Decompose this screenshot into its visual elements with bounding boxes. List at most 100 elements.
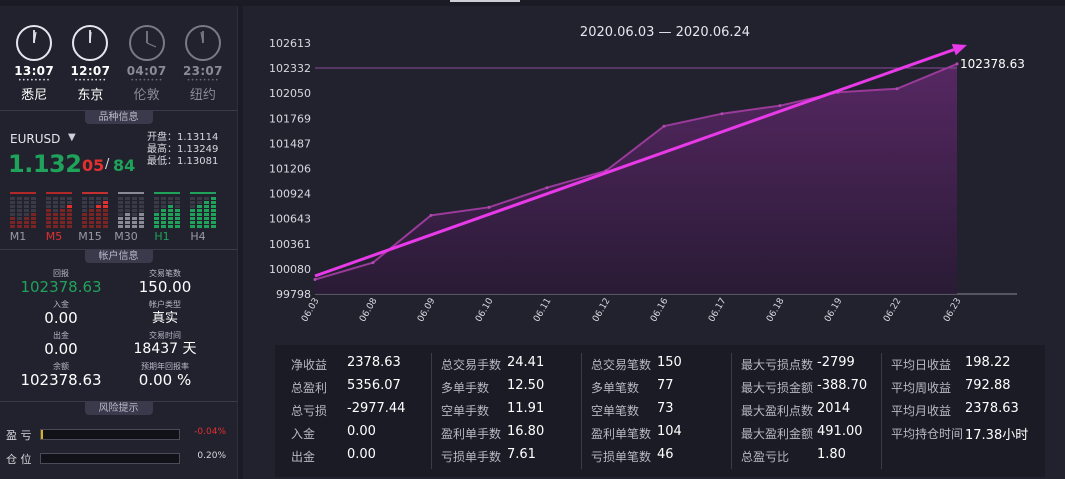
stat-label: 盈利单笔数 <box>591 427 652 441</box>
signal-segment <box>67 209 72 212</box>
tab-m1[interactable]: M1 <box>9 230 27 243</box>
stat-label: 总交易笔数 <box>591 358 652 372</box>
y-tick-label: 100080 <box>269 263 311 276</box>
signal-segment <box>53 201 58 204</box>
signal-segment <box>96 209 101 212</box>
signal-segment <box>125 209 130 212</box>
stat-label: 最大盈利金额 <box>741 427 814 441</box>
stat-value: 11.91 <box>507 401 545 416</box>
balance-value: 102378.63 <box>20 371 102 389</box>
signal-segment <box>60 217 65 220</box>
chevron-down-icon[interactable]: ▼ <box>68 132 76 143</box>
signal-segment <box>161 213 166 216</box>
signal-segment <box>161 209 166 212</box>
tab-h4[interactable]: H4 <box>190 230 206 243</box>
signal-segment <box>125 217 130 220</box>
x-tick-label: 06.22 <box>882 297 904 324</box>
signal-segment <box>132 209 137 212</box>
signal-segment <box>10 201 15 204</box>
risk-panel: 盈 亏 -0.04% 仓 位 0.20% <box>0 415 237 475</box>
section-title-symbol: 品种信息 <box>0 110 237 124</box>
signal-segment <box>31 209 36 212</box>
signal-segment <box>168 217 173 220</box>
signal-segment <box>168 197 173 200</box>
stat-value: 150 <box>657 355 682 370</box>
signal-segment <box>211 217 216 220</box>
account-trade-time: 交易时间 18437 天 <box>118 331 212 358</box>
signal-segment <box>154 201 159 204</box>
stat-value: 491.00 <box>817 424 863 439</box>
signal-segment <box>132 217 137 220</box>
signal-segment <box>168 205 173 208</box>
annual-value: 0.00 % <box>138 371 192 389</box>
signal-segment <box>175 201 180 204</box>
stat-value: 5356.07 <box>347 378 401 393</box>
stat-label: 多单手数 <box>441 381 490 395</box>
signal-segment <box>118 217 123 220</box>
signal-segment <box>96 225 101 228</box>
signal-segment <box>211 225 216 228</box>
clock-time: 12:07 <box>70 64 111 78</box>
signal-segment <box>31 205 36 208</box>
signal-segment <box>190 205 195 208</box>
tab-h1[interactable]: H1 <box>154 230 170 243</box>
clock-dots: •••••••• <box>186 77 220 84</box>
signal-segment <box>204 205 209 208</box>
y-tick-label: 102332 <box>269 62 311 75</box>
stat-value: 2014 <box>817 401 851 416</box>
signal-segment <box>161 217 166 220</box>
signal-segment <box>118 221 123 224</box>
signal-segment <box>118 205 123 208</box>
signal-segment <box>211 205 216 208</box>
signal-segment <box>168 221 173 224</box>
signal-segment <box>46 205 51 208</box>
trend-arrow-head <box>951 44 967 56</box>
clock-dots: •••••••• <box>130 77 163 84</box>
tab-m5[interactable]: M5 <box>45 230 63 243</box>
signal-segment <box>10 225 15 228</box>
signal-segment <box>53 213 58 216</box>
signal-segment <box>10 205 15 208</box>
y-tick-label: 100361 <box>269 238 311 251</box>
tab-m30[interactable]: M30 <box>114 230 138 243</box>
signal-segment <box>82 205 87 208</box>
signal-segment <box>89 197 94 200</box>
signal-segment <box>211 221 216 224</box>
x-tick-label: 06.09 <box>416 296 438 324</box>
signal-segment <box>211 201 216 204</box>
signal-segment <box>17 213 22 216</box>
price-ask-digits: 84 <box>113 156 136 175</box>
stat-label: 多单笔数 <box>591 381 640 395</box>
data-point <box>662 124 666 128</box>
signal-segment <box>118 213 123 216</box>
signal-segment <box>60 201 65 204</box>
y-tick-label: 100643 <box>269 213 311 226</box>
signal-segment <box>82 221 87 224</box>
signal-segment <box>175 209 180 212</box>
signal-segment <box>197 225 202 228</box>
signal-segment <box>118 201 123 204</box>
tab-m15[interactable]: M15 <box>78 230 102 243</box>
signal-cap <box>190 192 216 194</box>
signal-segment <box>82 213 87 216</box>
signal-segment <box>10 217 15 220</box>
signal-segment <box>89 217 94 220</box>
signal-segment <box>154 205 159 208</box>
signal-segment <box>96 201 101 204</box>
signal-segment <box>31 225 36 228</box>
account-info: 回报 102378.63 交易笔数 150.00 入金 0.00 帐户类型 真实… <box>0 263 237 401</box>
position-bar <box>40 453 180 464</box>
data-point <box>313 278 317 282</box>
data-point <box>371 261 375 265</box>
signal-segment <box>197 197 202 200</box>
signal-segment <box>161 225 166 228</box>
signal-segment <box>175 225 180 228</box>
symbol-name[interactable]: EURUSD <box>10 132 61 146</box>
equity-chart: 2020.06.03 — 2020.06.24 99798 100080 10036… <box>269 25 1025 324</box>
signal-segment <box>31 213 36 216</box>
signal-segment <box>154 221 159 224</box>
stat-value: 77 <box>657 378 674 393</box>
signal-segment <box>46 197 51 200</box>
signal-segment <box>168 225 173 228</box>
signal-segment <box>125 201 130 204</box>
